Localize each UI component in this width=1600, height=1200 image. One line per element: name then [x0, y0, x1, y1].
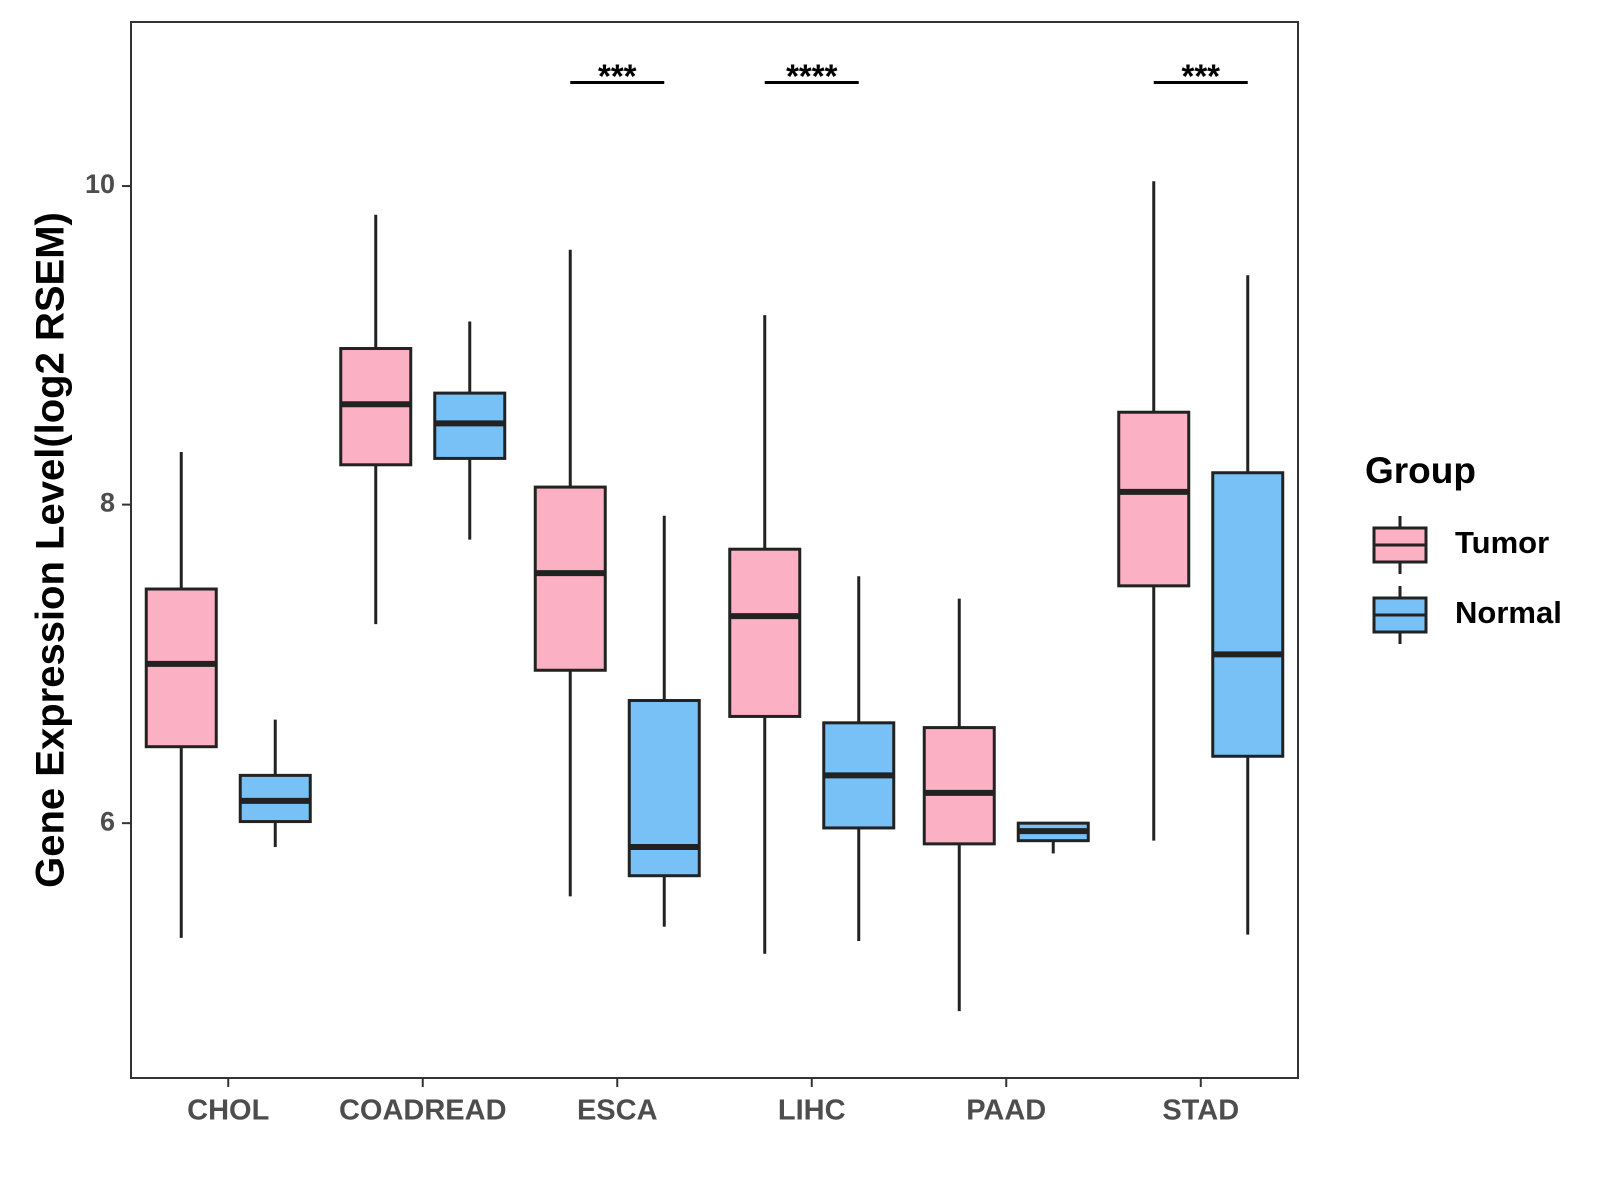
significance-label: *** — [598, 58, 637, 95]
x-tick-label: ESCA — [577, 1095, 658, 1127]
legend-label: Normal — [1455, 595, 1562, 630]
box-iqr — [144, 587, 218, 749]
box-tumor-lihc — [728, 315, 802, 954]
significance-label: *** — [1181, 58, 1220, 95]
box-normal-paad — [1016, 821, 1090, 854]
box-normal-stad — [1211, 275, 1285, 935]
legend: Group Tumor Normal — [1365, 450, 1562, 644]
x-tick-label: PAAD — [966, 1095, 1046, 1127]
box-normal-chol — [238, 719, 312, 848]
x-tick-label: COADREAD — [339, 1095, 507, 1127]
box-iqr — [922, 726, 996, 846]
y-axis-title: Gene Expression Level(log2 RSEM) — [29, 212, 73, 888]
significance-label: **** — [786, 58, 838, 95]
box-tumor-paad — [922, 598, 996, 1012]
box-iqr — [533, 485, 607, 672]
box-normal-coadread — [433, 321, 507, 540]
x-tick-label: LIHC — [778, 1095, 846, 1127]
y-axis: 6 8 10 — [85, 169, 131, 836]
legend-item-tumor: Tumor — [1372, 516, 1549, 574]
x-tick-label: CHOL — [187, 1095, 269, 1127]
legend-label: Tumor — [1455, 525, 1549, 560]
x-axis: CHOL COADREAD ESCA LIHC PAAD STAD — [187, 1078, 1239, 1127]
y-tick-label: 10 — [85, 169, 115, 199]
box-iqr — [728, 547, 802, 718]
boxes-layer — [144, 181, 1285, 1012]
box-normal-esca — [627, 515, 701, 927]
box-normal-lihc — [822, 576, 896, 942]
x-tick-label: STAD — [1162, 1095, 1239, 1127]
y-tick-label: 8 — [100, 488, 115, 518]
plot-panel — [130, 21, 1299, 1079]
y-tick-label: 6 — [100, 806, 115, 836]
legend-item-normal: Normal — [1372, 586, 1562, 644]
box-tumor-chol — [144, 452, 218, 938]
significance-annotations: *** **** *** — [570, 58, 1248, 95]
legend-title: Group — [1365, 450, 1476, 491]
box-tumor-coadread — [339, 214, 413, 625]
box-iqr — [1211, 471, 1285, 758]
box-tumor-esca — [533, 249, 607, 897]
box-iqr — [1117, 410, 1191, 588]
box-tumor-stad — [1117, 181, 1191, 841]
